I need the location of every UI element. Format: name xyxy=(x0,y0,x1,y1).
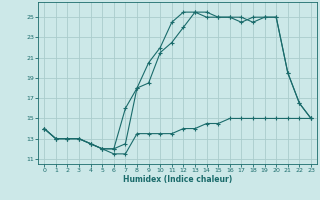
X-axis label: Humidex (Indice chaleur): Humidex (Indice chaleur) xyxy=(123,175,232,184)
